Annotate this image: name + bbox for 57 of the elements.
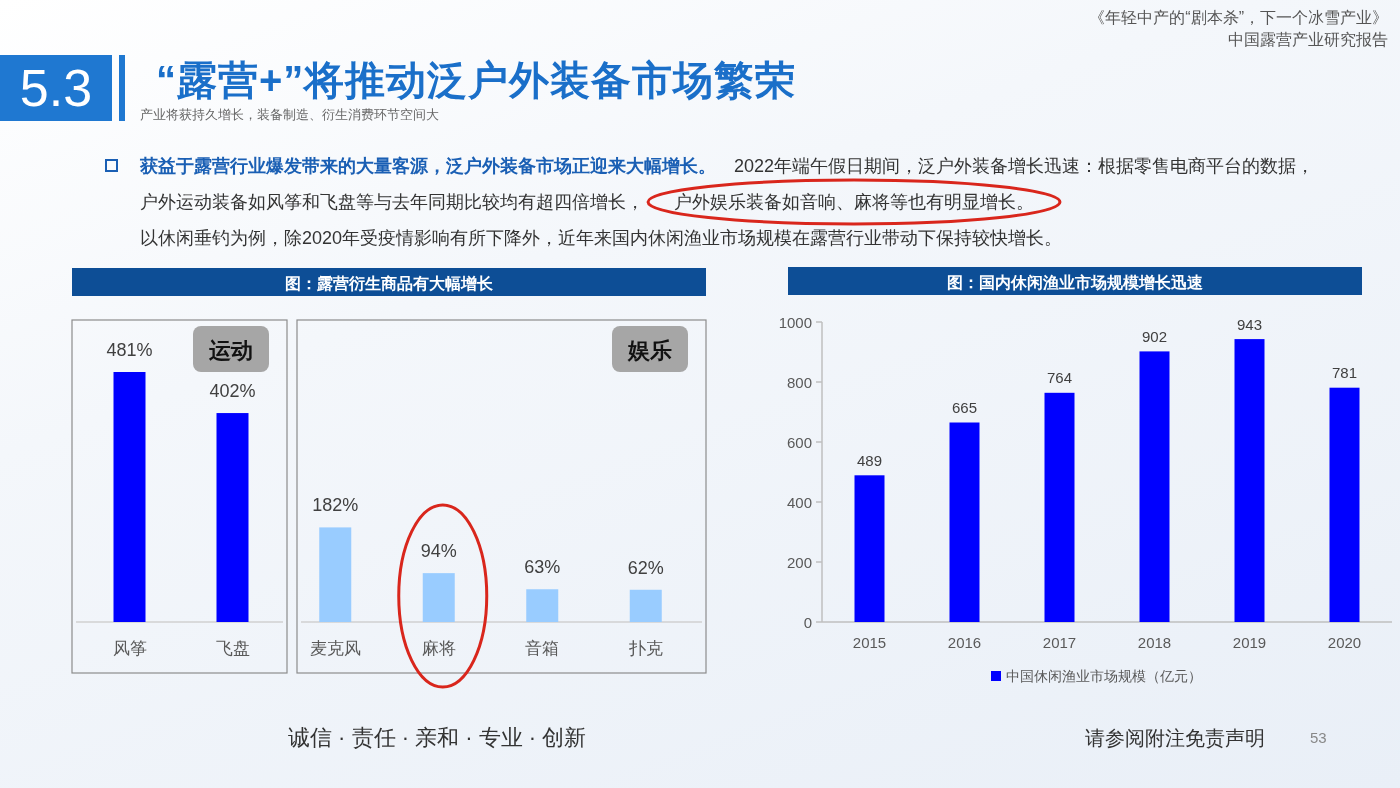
x-tick-label: 2020 — [1327, 633, 1362, 651]
bar — [1329, 387, 1360, 622]
text: 诚信 · 责任 · 亲和 · 专业 · 创新 — [288, 724, 587, 752]
y-tick-label: 200 — [786, 553, 812, 571]
x-tick-label: 2016 — [947, 633, 982, 651]
y-tick-label: 600 — [786, 433, 812, 451]
legend-label: 中国休闲渔业市场规模（亿元） — [1006, 668, 1202, 684]
x-tick-label: 音箱 — [525, 638, 560, 658]
text: 娱乐 — [627, 337, 672, 363]
text: 户外娱乐装备如音响、麻将等也有明显增长。 — [674, 192, 1034, 212]
bar — [629, 589, 662, 622]
x-tick-label: 2018 — [1137, 633, 1172, 651]
bar — [949, 422, 980, 622]
data-label: 402% — [209, 381, 256, 402]
text: 图：露营衍生商品有大幅增长 — [285, 274, 494, 292]
x-tick-label: 扑克 — [627, 638, 663, 658]
x-tick-label: 风筝 — [112, 638, 147, 658]
x-tick-label: 2019 — [1232, 633, 1267, 651]
data-label: 94% — [420, 541, 457, 562]
y-tick-label: 400 — [786, 493, 812, 511]
x-tick-label: 2017 — [1042, 633, 1077, 651]
data-label: 902 — [1141, 327, 1168, 345]
bar — [1044, 392, 1075, 622]
x-tick-label: 2015 — [852, 633, 887, 651]
chart-title: 图：国内休闲渔业市场规模增长迅速 — [947, 273, 1204, 291]
x-tick-label: 麦克风 — [309, 638, 361, 658]
text: 请参阅附注免责声明 — [1085, 726, 1265, 751]
x-tick-label: 飞盘 — [215, 638, 250, 658]
data-label: 943 — [1236, 315, 1263, 333]
data-label: 489 — [856, 451, 883, 469]
text: 中国露营产业研究报告 — [1228, 30, 1388, 50]
y-tick-label: 800 — [786, 373, 812, 391]
text: 获益于露营行业爆发带来的大量客源，泛户外装备市场正迎来大幅增长。 — [140, 156, 716, 176]
data-label: 481% — [106, 340, 153, 360]
y-tick-label: 1000 — [778, 313, 812, 331]
bar — [1234, 339, 1265, 622]
bar — [1139, 351, 1170, 622]
bar — [422, 573, 455, 622]
data-label: 665 — [951, 399, 978, 416]
bar — [319, 527, 352, 622]
text: 户外运动装备如风筝和飞盘等与去年同期比较均有超四倍增长， — [140, 192, 644, 212]
text: 2022年端午假日期间，泛户外装备增长迅速：根据零售电商平台的数据， — [734, 156, 1315, 176]
y-tick-label: 0 — [803, 613, 812, 631]
data-label: 63% — [524, 557, 561, 578]
text: 《年轻中产的“剧本杀”，下一个冰雪产业》 — [1089, 8, 1388, 28]
text: 运动 — [208, 337, 253, 363]
x-tick-label: 麻将 — [421, 638, 456, 658]
data-label: 182% — [312, 495, 359, 516]
bar — [526, 589, 559, 622]
data-label: 62% — [627, 557, 664, 578]
text: 产业将获持久增长，装备制造、衍生消费环节空间大 — [140, 106, 439, 124]
bar — [854, 475, 885, 622]
text: 以休闲垂钓为例，除2020年受疫情影响有所下降外，近年来国内休闲渔业市场规模在露营行业带动下保持较快增长。 — [140, 228, 1063, 248]
data-label: 764 — [1046, 369, 1073, 387]
text: 53 — [1310, 729, 1327, 747]
text: “露营+”将推动泛户外装备市场繁荣 — [156, 57, 797, 103]
data-label: 781 — [1331, 364, 1358, 382]
